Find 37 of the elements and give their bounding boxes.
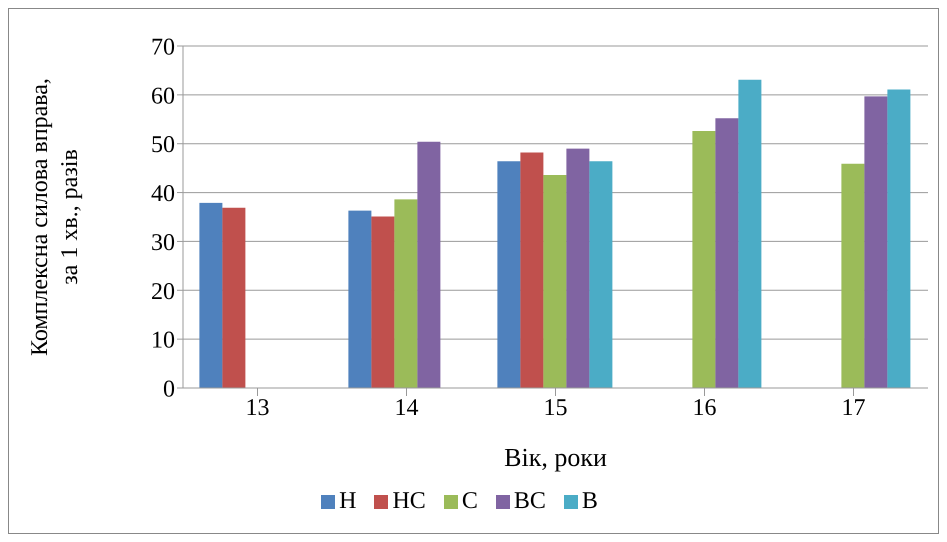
bar bbox=[589, 161, 612, 388]
x-tick-label: 14 bbox=[394, 395, 418, 422]
x-tick-label: 13 bbox=[246, 395, 270, 422]
bar bbox=[371, 216, 394, 388]
x-tick-label: 17 bbox=[842, 395, 866, 422]
bar bbox=[394, 199, 418, 388]
bar bbox=[887, 89, 910, 388]
y-tick-label: 50 bbox=[151, 132, 175, 158]
y-tick-label: 20 bbox=[151, 278, 175, 305]
bar bbox=[222, 208, 246, 388]
legend-label: С bbox=[462, 488, 478, 514]
y-tick-label: 0 bbox=[163, 376, 175, 403]
x-tick-label: 16 bbox=[692, 395, 716, 422]
legend-label: НС bbox=[392, 488, 426, 514]
y-tick-label: 10 bbox=[151, 328, 175, 354]
bar bbox=[841, 164, 864, 388]
bar bbox=[497, 161, 520, 388]
bar bbox=[738, 80, 762, 388]
y-axis-title: Комплексна силова вправа, за 1 хв., разів bbox=[27, 78, 83, 356]
bar bbox=[715, 118, 738, 388]
bar bbox=[566, 148, 590, 388]
bar bbox=[520, 152, 544, 388]
legend-label: В bbox=[582, 488, 598, 514]
y-tick-label: 70 bbox=[151, 34, 175, 61]
bar bbox=[864, 96, 888, 388]
bar bbox=[348, 210, 372, 388]
legend-label: Н bbox=[339, 488, 356, 514]
x-tick-label: 15 bbox=[544, 395, 568, 422]
y-tick-label: 30 bbox=[151, 230, 175, 256]
bar bbox=[199, 202, 222, 388]
legend-label: ВС bbox=[514, 488, 546, 514]
bar bbox=[417, 142, 440, 388]
y-tick-label: 60 bbox=[151, 83, 175, 110]
y-tick-label: 40 bbox=[151, 181, 175, 208]
x-axis-title: Вік, роки bbox=[504, 443, 607, 472]
bar bbox=[692, 131, 716, 388]
bar bbox=[543, 174, 566, 388]
